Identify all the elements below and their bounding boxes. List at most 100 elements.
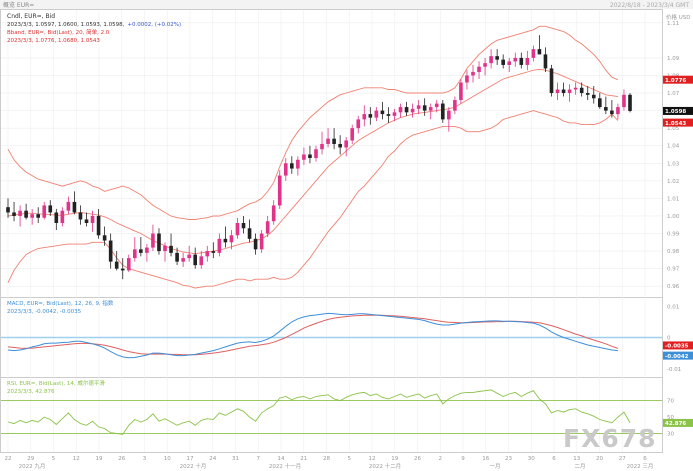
candle	[241, 215, 246, 234]
candle-body	[597, 98, 602, 108]
candle-body	[145, 247, 149, 253]
main-legend-change: +0.0002, (+0.02%)	[127, 22, 181, 28]
candle-body	[157, 233, 161, 252]
time-tick-label: 5	[348, 456, 352, 462]
candle	[604, 96, 608, 115]
bb-middle-line	[7, 68, 618, 255]
candle-body	[410, 108, 415, 113]
macd-tick-label: 0	[667, 336, 671, 342]
price-tick-label: 1.01	[667, 196, 679, 202]
time-axis: 22 29 5 12 19 26 3 10 17 24 31 7 14 21 28 5 12 19 26 2 9 16 23…	[5, 456, 654, 470]
candle-body	[205, 251, 210, 257]
main-legend-line2: 2023/3/3, 1.0597, 1.0600, 1.0593, 1.0598…	[7, 22, 181, 28]
time-tick-label: 5	[52, 456, 56, 462]
macd-legend: MACD, EUR=, Bid(Last), 12, 26, 9, 指数 202…	[7, 299, 114, 315]
candle-body	[326, 138, 330, 144]
rsi-tick-label: 30	[667, 432, 674, 438]
time-tick-label: 30	[528, 456, 535, 462]
candle	[591, 86, 596, 104]
candle-body	[537, 49, 542, 55]
candle	[302, 147, 306, 166]
price-badge-bg	[663, 75, 693, 84]
price-tick-label: 0.97	[667, 267, 680, 273]
candle	[543, 47, 548, 72]
price-badge-bg	[663, 118, 693, 127]
candle	[422, 98, 427, 116]
candle-body	[591, 94, 596, 99]
time-tick-label: 6	[643, 456, 647, 462]
time-tick-label: 24	[209, 456, 216, 462]
candle-body	[477, 66, 481, 72]
time-month-label: 2022 十月	[180, 462, 207, 470]
candle	[229, 230, 234, 250]
candle	[416, 100, 421, 115]
candle	[356, 115, 361, 134]
candle	[90, 210, 95, 232]
candle-body	[66, 201, 71, 211]
bb-lower-line	[7, 110, 619, 289]
candle	[477, 61, 481, 79]
candle	[404, 101, 409, 116]
grid	[1, 10, 662, 452]
candle-body	[434, 103, 439, 108]
rsi-badges: 42.876	[663, 418, 693, 427]
candle-body	[259, 233, 264, 250]
candle	[72, 191, 77, 215]
time-month-label: 2022 十一月	[269, 462, 301, 470]
candle	[247, 219, 252, 243]
macd-badge-text: -0.0035	[665, 344, 689, 350]
price-badge-text: 1.0543	[665, 121, 686, 127]
candle-body	[573, 87, 578, 90]
title-bar	[0, 0, 693, 9]
rsi-axis: 70 50 30	[667, 399, 674, 438]
candle-body	[175, 252, 179, 262]
candle	[277, 170, 282, 209]
macd-legend-line1: MACD, EUR=, Bid(Last), 12, 26, 9, 指数	[7, 299, 114, 307]
candle-body	[628, 94, 632, 111]
macd-badge: -0.0035	[663, 341, 693, 350]
candle-body	[519, 57, 524, 65]
candle	[447, 107, 451, 132]
time-tick-label: 2	[439, 456, 443, 462]
candle-body	[18, 210, 22, 216]
candle	[120, 258, 125, 280]
candle-body	[265, 221, 270, 234]
candle-body	[374, 110, 379, 118]
candle-body	[108, 240, 113, 262]
candle	[163, 242, 167, 262]
price-badge: 1.0776	[663, 75, 693, 84]
candle-body	[139, 249, 143, 253]
candle	[616, 103, 620, 120]
time-tick-label: 19	[391, 456, 398, 462]
candle	[175, 247, 179, 266]
time-tick-label: 26	[414, 456, 421, 462]
candle	[133, 237, 137, 262]
candle	[66, 196, 71, 215]
macd-badge-bg	[663, 341, 693, 350]
candle-body	[513, 57, 518, 62]
candle	[380, 101, 385, 120]
candle	[24, 203, 28, 220]
candle	[344, 136, 348, 157]
candle	[622, 89, 626, 111]
bband-legend-line1: Bband, EUR=, Bid(Last), 20, 简单, 2.0	[7, 28, 110, 36]
rsi-badge-text: 42.876	[665, 421, 686, 427]
time-month-label: 2022 三月	[627, 463, 654, 470]
candle-body	[6, 207, 10, 213]
candle	[465, 70, 469, 90]
candle	[471, 64, 475, 83]
candle-body	[332, 138, 336, 144]
time-tick-label: 19	[96, 456, 103, 462]
candle	[597, 93, 602, 109]
price-tick-label: 1.11	[667, 21, 679, 27]
candle	[513, 52, 518, 67]
rsi-legend-line2: 2023/3/3, 42.876	[7, 389, 55, 395]
candle-body	[133, 249, 137, 259]
candle-body	[253, 238, 258, 250]
price-axis: 1.111.091.081.071.061.051.041.031.021.01…	[667, 21, 680, 290]
candle-body	[211, 251, 216, 253]
candle	[519, 52, 524, 69]
candle-body	[60, 210, 65, 223]
candle-body	[296, 159, 300, 169]
